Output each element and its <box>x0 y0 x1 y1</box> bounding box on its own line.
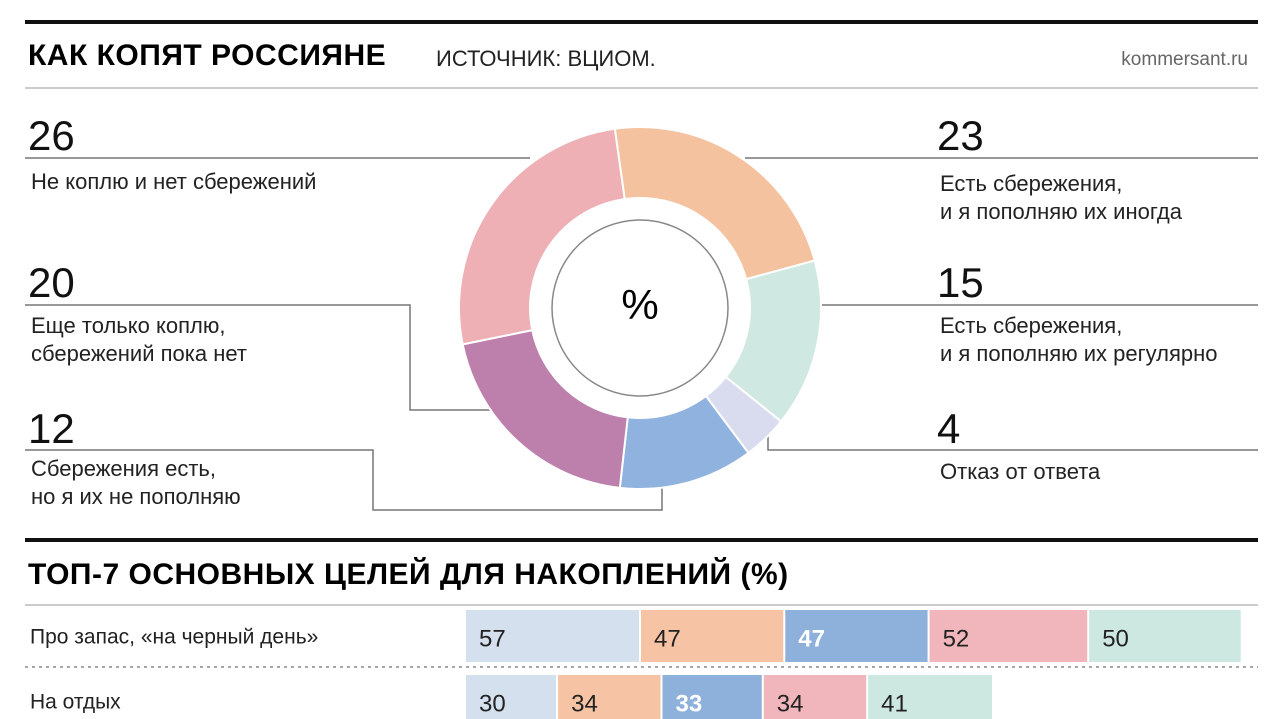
value-label: 47 <box>798 625 825 652</box>
value-label: 30 <box>479 690 506 717</box>
value-label: 23 <box>937 112 984 159</box>
donut-slice <box>458 127 626 346</box>
value-label: 41 <box>881 690 908 717</box>
category-label: Еще только коплю, сбережений пока нет <box>31 313 247 366</box>
category-label: Сбережения есть, но я их не пополняю <box>31 456 241 509</box>
leader <box>25 449 663 511</box>
category-label: Есть сбережения, и я пополняю их иногда <box>940 171 1182 224</box>
category-label: Есть сбережения, и я пополняю их регуляр… <box>940 313 1218 366</box>
bar-segment <box>785 610 928 662</box>
value-label: 33 <box>675 690 702 717</box>
chart-title: КАК КОПЯТ РОССИЯНЕ <box>28 39 386 72</box>
leader <box>767 432 1258 451</box>
section-rule <box>25 538 1258 542</box>
value-label: 50 <box>1102 625 1129 652</box>
donut <box>458 126 822 490</box>
leader-lines <box>25 157 1258 511</box>
value-label: 4 <box>937 405 961 452</box>
category-label: Не коплю и нет сбережений <box>31 169 317 194</box>
bar-segment <box>640 610 784 662</box>
bars: Про запас, «на черный день» 57 47 47 52 50 На … <box>30 610 1241 719</box>
bar-segment <box>662 675 762 719</box>
center-circle <box>551 219 729 397</box>
bar-segment <box>466 610 639 662</box>
value-label: 57 <box>479 625 506 652</box>
value-label: 52 <box>943 625 970 652</box>
value-label: 34 <box>777 690 804 717</box>
donut-slice <box>613 126 816 281</box>
bar-segment <box>558 675 661 719</box>
value-label: 26 <box>28 112 75 159</box>
category-label: На отдых <box>30 691 121 714</box>
source: kommersant.ru <box>1121 49 1248 70</box>
bar-segment <box>929 610 1088 662</box>
bar-segment <box>868 675 993 719</box>
category-label: Про запас, «на черный день» <box>30 626 318 649</box>
value-label: 20 <box>28 259 75 306</box>
donut-slice <box>461 328 629 489</box>
value-label: 47 <box>654 625 681 652</box>
bar-segment <box>1089 610 1241 662</box>
bar-segment <box>466 675 557 719</box>
chart-subtitle: ИСТОЧНИК: ВЦИОМ. <box>436 46 656 71</box>
bar-segment <box>763 675 867 719</box>
leader <box>25 304 490 411</box>
value-label: 34 <box>571 690 598 717</box>
center-label: % <box>621 281 658 328</box>
top-rule <box>25 20 1258 24</box>
value-label: 15 <box>937 259 984 306</box>
category-label: Отказ от ответа <box>940 459 1101 484</box>
value-label: 12 <box>28 405 75 452</box>
bar-title: ТОП-7 ОСНОВНЫХ ЦЕЛЕЙ ДЛЯ НАКОПЛЕНИЙ (%) <box>28 557 789 591</box>
